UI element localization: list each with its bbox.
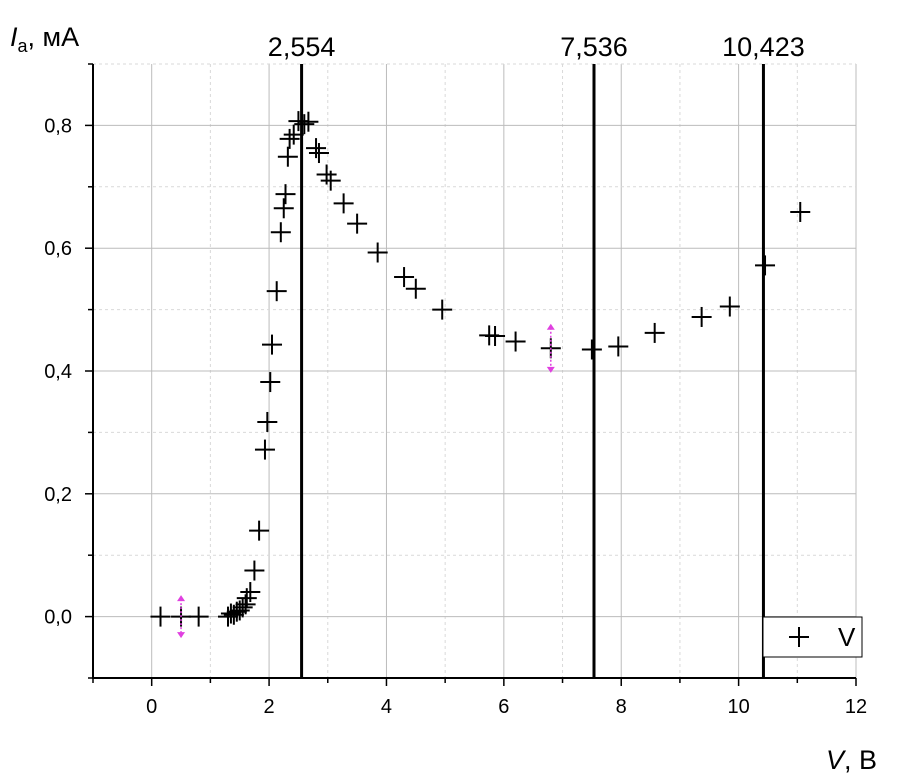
error-bars: [177, 323, 555, 639]
data-point: [257, 411, 278, 432]
data-point: [432, 299, 453, 320]
y-tick-label: 0,8: [44, 115, 72, 137]
data-point: [644, 322, 665, 343]
data-point: [188, 606, 209, 627]
error-bar: [177, 595, 186, 639]
data-point: [298, 111, 319, 132]
x-tick-label: 6: [498, 696, 509, 718]
data-point: [294, 114, 315, 135]
error-bar-cap-top: [177, 595, 186, 602]
y-axis-label: Ia, мА: [10, 22, 79, 56]
x-axis-label: V, В: [826, 745, 877, 775]
data-point: [275, 184, 296, 205]
data-point: [485, 326, 506, 347]
error-bar-cap-bottom: [177, 632, 186, 639]
vertical-line-label: 10,423: [722, 32, 805, 62]
x-tick-label: 10: [727, 696, 749, 718]
data-point: [505, 331, 526, 352]
data-point: [394, 267, 415, 288]
data-point: [249, 520, 270, 541]
x-tick-label: 12: [845, 696, 867, 718]
y-tick-label: 0,4: [44, 361, 72, 383]
data-point: [306, 138, 327, 159]
data-point: [333, 193, 354, 214]
data-point: [320, 170, 341, 191]
error-bar: [546, 323, 555, 373]
data-point: [691, 306, 712, 327]
legend-box: [762, 616, 863, 658]
x-tick-label: 0: [146, 696, 157, 718]
data-point: [150, 606, 171, 627]
data-point: [266, 281, 287, 302]
data-point: [581, 339, 602, 360]
data-point: [260, 372, 281, 393]
legend-label: V: [838, 622, 856, 652]
data-point: [719, 296, 740, 317]
data-points: [150, 111, 811, 627]
data-point: [367, 242, 388, 263]
x-tick-label: 4: [381, 696, 392, 718]
error-bar-cap-bottom: [546, 366, 555, 373]
x-tick-label: 8: [616, 696, 627, 718]
data-point: [308, 143, 329, 164]
y-tick-label: 0,6: [44, 238, 72, 260]
data-point: [273, 198, 294, 219]
data-point: [283, 124, 304, 145]
grid: [92, 63, 857, 679]
vertical-line-label: 2,554: [268, 32, 336, 62]
data-point: [608, 336, 629, 357]
axes: 0 2 4 6 8 10 12 0,0 0,2 0,4 0,6 0,8: [44, 63, 867, 718]
y-tick-label: 0,0: [44, 607, 72, 629]
data-point: [755, 255, 776, 276]
vertical-line-label: 7,536: [560, 32, 628, 62]
data-point: [279, 128, 300, 149]
error-bar-cap-top: [546, 323, 555, 330]
y-tick-label: 0,2: [44, 484, 72, 506]
data-point: [244, 560, 265, 581]
data-point: [262, 334, 283, 355]
data-point: [277, 146, 298, 167]
data-point: [232, 597, 253, 618]
data-point: [270, 222, 291, 243]
data-point: [790, 201, 811, 222]
data-point: [240, 582, 261, 603]
data-point: [405, 278, 426, 299]
x-tick-label: 2: [264, 696, 275, 718]
vertical-lines: 2,554 7,536 10,423: [268, 32, 805, 678]
legend: V: [762, 616, 863, 658]
data-point: [254, 439, 275, 460]
data-point: [347, 213, 368, 234]
